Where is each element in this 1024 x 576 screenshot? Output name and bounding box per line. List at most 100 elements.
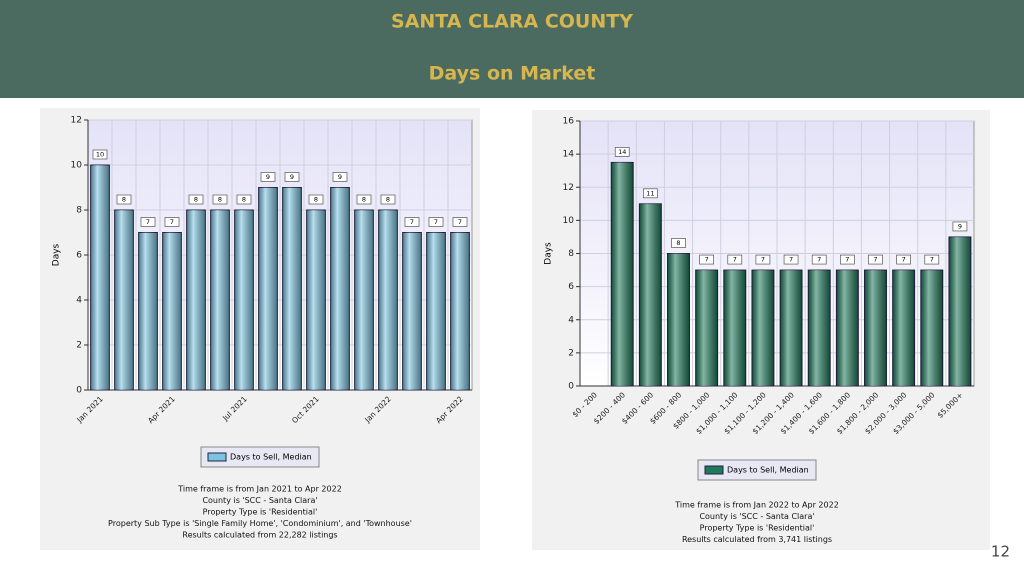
value-label: 7 [817,256,821,264]
value-label-box [92,149,108,160]
value-label: 7 [761,256,765,264]
y-tick-label: 4 [568,315,574,325]
bar-shine [667,253,690,386]
note: Results calculated from 22,282 listings [182,531,337,540]
value-label: 14 [618,148,626,156]
value-label-box [643,188,658,199]
y-tick-label: 2 [568,348,574,358]
header-subtitle: Days on Market [429,63,596,85]
y-axis-title: Days [544,242,554,265]
value-label-box [116,194,132,205]
value-label: 9 [338,173,342,181]
value-label-box [308,194,324,205]
value-label: 9 [958,222,962,230]
bar-shine [426,232,446,390]
value-label: 7 [705,256,709,264]
value-label-box [188,194,204,205]
y-tick-label: 10 [71,161,83,171]
value-label-box [260,172,276,182]
value-label-box [952,221,968,232]
y-tick-label: 16 [563,117,575,127]
value-label: 9 [266,173,270,181]
value-label-box [380,194,396,205]
note: Results calculated from 3,741 listings [682,535,832,544]
note: Time frame is from Jan 2021 to Apr 2022 [177,485,342,494]
value-label: 9 [290,173,294,181]
bar-shine [378,210,398,390]
value-label-box [699,254,714,265]
value-label: 7 [902,256,906,264]
bar-shine [138,232,158,390]
value-label: 11 [646,189,654,197]
y-tick-label: 0 [76,386,82,396]
bar-shine [836,270,859,386]
legend-swatch [207,452,227,462]
value-label: 8 [362,196,366,204]
note: Property Sub Type is 'Single Family Home… [108,519,412,528]
value-label-box [332,172,348,182]
bar-shine [234,210,254,390]
value-label: 8 [242,196,246,204]
value-label-box [236,194,252,205]
bar-shine [354,210,374,390]
value-label-box [868,254,883,265]
header-band [0,0,1024,98]
value-label-box [284,172,300,182]
y-tick-label: 2 [76,341,82,351]
y-tick-label: 12 [563,183,574,193]
value-label: 7 [733,256,737,264]
value-label: 7 [930,256,934,264]
value-label: 8 [194,196,198,204]
value-label-box [783,254,799,265]
value-label: 8 [314,196,318,204]
value-label-box [404,217,420,227]
value-label-box [896,254,911,265]
bar-shine [162,232,182,390]
legend-label: Days to Sell, Median [230,453,312,462]
bar-shine [920,270,943,386]
note: Property Type is 'Residential' [700,524,815,533]
value-label: 8 [218,196,222,204]
value-label: 7 [789,256,793,264]
legend-box [200,446,320,468]
bar-shine [90,165,110,390]
note: County is 'SCC - Santa Clara' [202,496,317,505]
y-tick-label: 0 [568,382,574,392]
legend-box [697,459,817,481]
bar-shine [330,187,350,390]
bar-shine [402,232,422,390]
bar-shine [114,210,134,390]
value-label-box [140,217,156,227]
note: Property Type is 'Residential' [203,508,318,517]
value-label: 7 [146,218,150,226]
value-label: 7 [458,218,462,226]
value-label-box [840,254,855,265]
y-tick-label: 6 [76,251,82,261]
bar-shine [258,187,278,390]
value-label-box [356,194,372,205]
value-label: 7 [410,218,414,226]
value-label: 8 [676,239,680,247]
value-label: 10 [96,151,104,159]
legend-swatch [704,465,724,475]
value-label: 7 [873,256,877,264]
value-label: 7 [170,218,174,226]
y-axis-title: Days [52,243,62,266]
value-label: 7 [845,256,849,264]
bar-shine [639,203,662,386]
bar-shine [611,162,634,386]
bar-shine [948,236,971,386]
bar-shine [450,232,470,390]
note: Time frame is from Jan 2022 to Apr 2022 [674,501,839,510]
bar-shine [723,270,746,386]
value-label-box [452,217,468,227]
bar-shine [282,187,302,390]
y-tick-label: 4 [76,296,82,306]
note: County is 'SCC - Santa Clara' [699,512,814,521]
value-label: 7 [434,218,438,226]
bar-shine [864,270,887,386]
bar-shine [892,270,915,386]
value-label-box [924,254,940,265]
bar-shine [780,270,803,386]
